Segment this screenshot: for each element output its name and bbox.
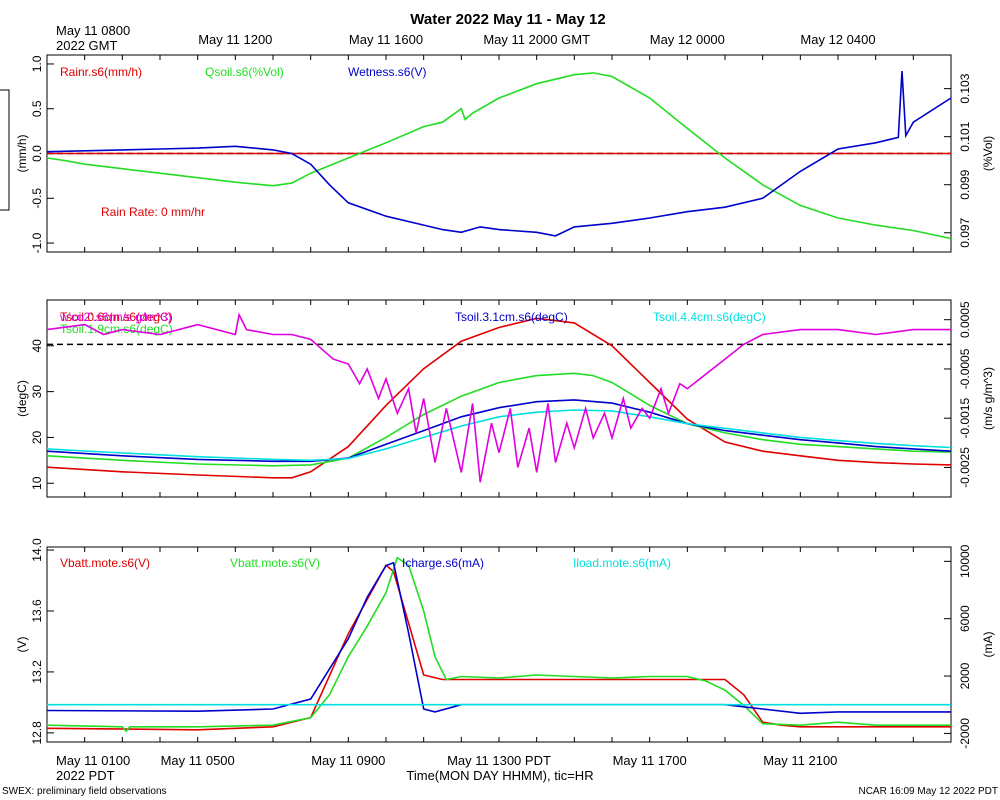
series-line-tsoil-4-4cm-s6-degc: [46, 409, 952, 462]
x-tick-label-top: May 11 1600: [349, 32, 423, 47]
panel-soil-temperature: 10 20 30 40 -0.0025 -0.0015 -0.0005 0.0005 (degC…: [15, 299, 995, 498]
y-tick-label-right: 2000: [958, 662, 972, 689]
x-tick-label-top: May 12 0400: [800, 32, 875, 47]
legend-qsoil-s6-vol: Qsoil.s6(%Vol): [205, 65, 284, 79]
footer-note: SWEX: preliminary field observations: [2, 786, 167, 797]
x-tick-label-bottom: May 11 1700: [613, 753, 687, 768]
series-line-wetness-s6-v: [46, 71, 952, 237]
start-time-pdt-year: 2022 PDT: [56, 768, 115, 783]
panel-power: 12.8 13.2 13.6 14.0 -2000 2000 6000 10000 (V) (mA…: [15, 538, 995, 768]
legend-vbatt-mote-s6-v: Vbatt.mote.s6(V): [230, 556, 320, 570]
legend-tsoil-0-6cm-s6-degc: Tsoil.0.6cm.s6(degC): [60, 310, 173, 324]
series-line-tsoil-1-9cm-s6-degc: [46, 372, 952, 467]
y-tick-label-right: 6000: [958, 605, 972, 632]
y-tick-label-right: -0.0025: [958, 447, 972, 488]
y-tick-label-left: 13.2: [30, 660, 44, 684]
y-tick-label-left: 13.6: [30, 599, 44, 623]
y-axis-label-left: (degC): [15, 380, 29, 417]
legend-icharge-s6-ma: Icharge.s6(mA): [402, 556, 484, 570]
y-tick-label-right: 0.097: [958, 217, 972, 247]
y-tick-label-left: 0.0: [30, 145, 44, 162]
legend-tsoil-3-1cm-s6-degc: Tsoil.3.1cm.s6(degC): [455, 310, 568, 324]
legend-vbatt-mote-s6-v: Vbatt.mote.s6(V): [60, 556, 150, 570]
y-tick-label-left: 14.0: [30, 538, 44, 562]
figure-title: Water 2022 May 11 - May 12: [410, 11, 605, 28]
y-tick-label-left: 1.0: [30, 55, 44, 72]
y-tick-label-right: 0.099: [958, 169, 972, 199]
legend-iload-mote-s6-ma: Iload.mote.s6(mA): [573, 556, 671, 570]
x-tick-label-top: May 11 1200: [198, 32, 272, 47]
y-tick-label-left: 30: [30, 385, 44, 399]
y-tick-label-left: 12.8: [30, 721, 44, 745]
y-axis-label-left: (mm/h): [15, 135, 29, 173]
y-tick-label-left: -0.5: [30, 188, 44, 209]
legend-tsoil-4-4cm-s6-degc: Tsoil.4.4cm.s6(degC): [653, 310, 766, 324]
y-tick-label-right: 0.101: [958, 121, 972, 151]
x-tick-label-top: May 11 2000 GMT: [483, 32, 590, 47]
y-tick-label-left: 10: [30, 476, 44, 490]
x-tick-label-bottom: May 11 0900: [311, 753, 385, 768]
y-tick-label-right: 0.0005: [958, 301, 972, 338]
start-time-gmt-year: 2022 GMT: [56, 38, 117, 53]
start-time-pdt-date: May 11 0100: [56, 753, 130, 768]
y-tick-label-left: 0.5: [30, 100, 44, 117]
series-line-tsoil-3-1cm-s6-degc: [46, 399, 952, 463]
panel-water: -1.0 -0.5 0.0 0.5 1.0 0.097 0.099 0.101 0.103 (mm…: [15, 32, 995, 253]
y-tick-label-right: -0.0005: [958, 348, 972, 389]
y-tick-label-right: -0.0015: [958, 398, 972, 439]
footer-timestamp: NCAR 16:09 May 12 2022 PDT: [858, 786, 998, 797]
y-axis-label-right: (m/s g/m^3): [981, 367, 995, 430]
y-tick-label-left: -1.0: [30, 232, 44, 253]
y-tick-label-left: 20: [30, 430, 44, 444]
y-tick-label-right: 0.103: [958, 73, 972, 103]
y-axis-label-right: (mA): [981, 632, 995, 658]
x-tick-label-top: May 12 0000: [650, 32, 725, 47]
y-tick-label-right: 10000: [958, 544, 972, 578]
legend-w-co2-s6-m-s-g-m-3: w'co2'.s6(m/s g/m^3): [59, 310, 172, 324]
y-tick-label-left: 40: [30, 339, 44, 353]
series-line-tsoil-0-6cm-s6-degc: [46, 317, 952, 479]
y-tick-label-right: -2000: [958, 718, 972, 749]
series-line-qsoil-s6-vol: [46, 72, 952, 240]
x-axis-label: Time(MON DAY HHMM), tic=HR: [406, 768, 593, 783]
series-line-icharge-s6-ma: [46, 561, 951, 715]
series-line-w-co2-s6-m-s-g-m-3: [46, 312, 951, 483]
y-axis-label-right: (%Vol): [981, 136, 995, 171]
legend-rainr-s6-mm-h: Rainr.s6(mm/h): [60, 65, 142, 79]
rain-rate-annotation: Rain Rate: 0 mm/hr: [101, 205, 205, 219]
x-tick-label-bottom: May 11 0500: [161, 753, 235, 768]
left-bracket: [0, 89, 10, 211]
y-axis-label-left: (V): [15, 637, 29, 653]
x-tick-label-bottom: May 11 2100: [763, 753, 837, 768]
start-time-gmt-date: May 11 0800: [56, 23, 130, 38]
legend-wetness-s6-v: Wetness.s6(V): [348, 65, 426, 79]
x-tick-label-bottom: May 11 1300 PDT: [447, 753, 551, 768]
